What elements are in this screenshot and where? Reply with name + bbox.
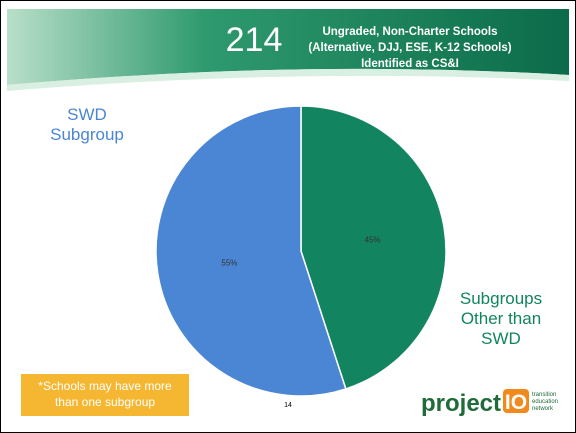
category-label: Subgroups Other than SWD	[459, 289, 543, 348]
logo-tagline: network	[532, 406, 554, 412]
pie-slice	[300, 105, 447, 390]
header-title: (Alternative, DJJ, ESE, K-12 Schools)	[308, 42, 511, 54]
logo-tagline: transition	[532, 392, 556, 398]
header-count: 214	[226, 21, 283, 59]
pie-slice	[155, 105, 347, 397]
header-swoosh	[7, 68, 569, 91]
slice-label: 45%	[365, 236, 381, 245]
header-title: Identified as CS&I	[361, 58, 459, 70]
header-band	[7, 9, 569, 85]
page-number: 14	[284, 402, 292, 409]
logo-tagline: education	[532, 399, 558, 405]
footnote-box	[21, 374, 189, 416]
logo-mark-bg	[503, 389, 529, 413]
footnote: *Schools may have more than one subgroup	[38, 379, 172, 409]
logo-mark: IO	[505, 391, 527, 414]
header-title: Ungraded, Non-Charter Schools	[322, 26, 497, 38]
slice-label: 55%	[221, 258, 237, 267]
category-label: SWD Subgroup	[50, 105, 124, 144]
logo-word: project	[421, 390, 501, 417]
